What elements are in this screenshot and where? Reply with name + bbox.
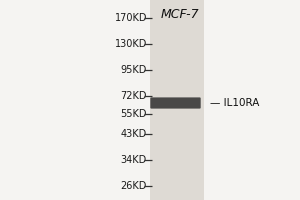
- FancyBboxPatch shape: [150, 97, 201, 109]
- Text: MCF-7: MCF-7: [161, 8, 199, 21]
- Text: 72KD: 72KD: [121, 91, 147, 101]
- Bar: [150, 0, 204, 200]
- Text: 34KD: 34KD: [121, 155, 147, 165]
- Text: 95KD: 95KD: [121, 65, 147, 75]
- Text: 43KD: 43KD: [121, 129, 147, 139]
- Text: 26KD: 26KD: [121, 181, 147, 191]
- Text: — IL10RA: — IL10RA: [210, 98, 260, 108]
- Text: 130KD: 130KD: [115, 39, 147, 49]
- Text: 55KD: 55KD: [121, 109, 147, 119]
- Text: 170KD: 170KD: [115, 13, 147, 23]
